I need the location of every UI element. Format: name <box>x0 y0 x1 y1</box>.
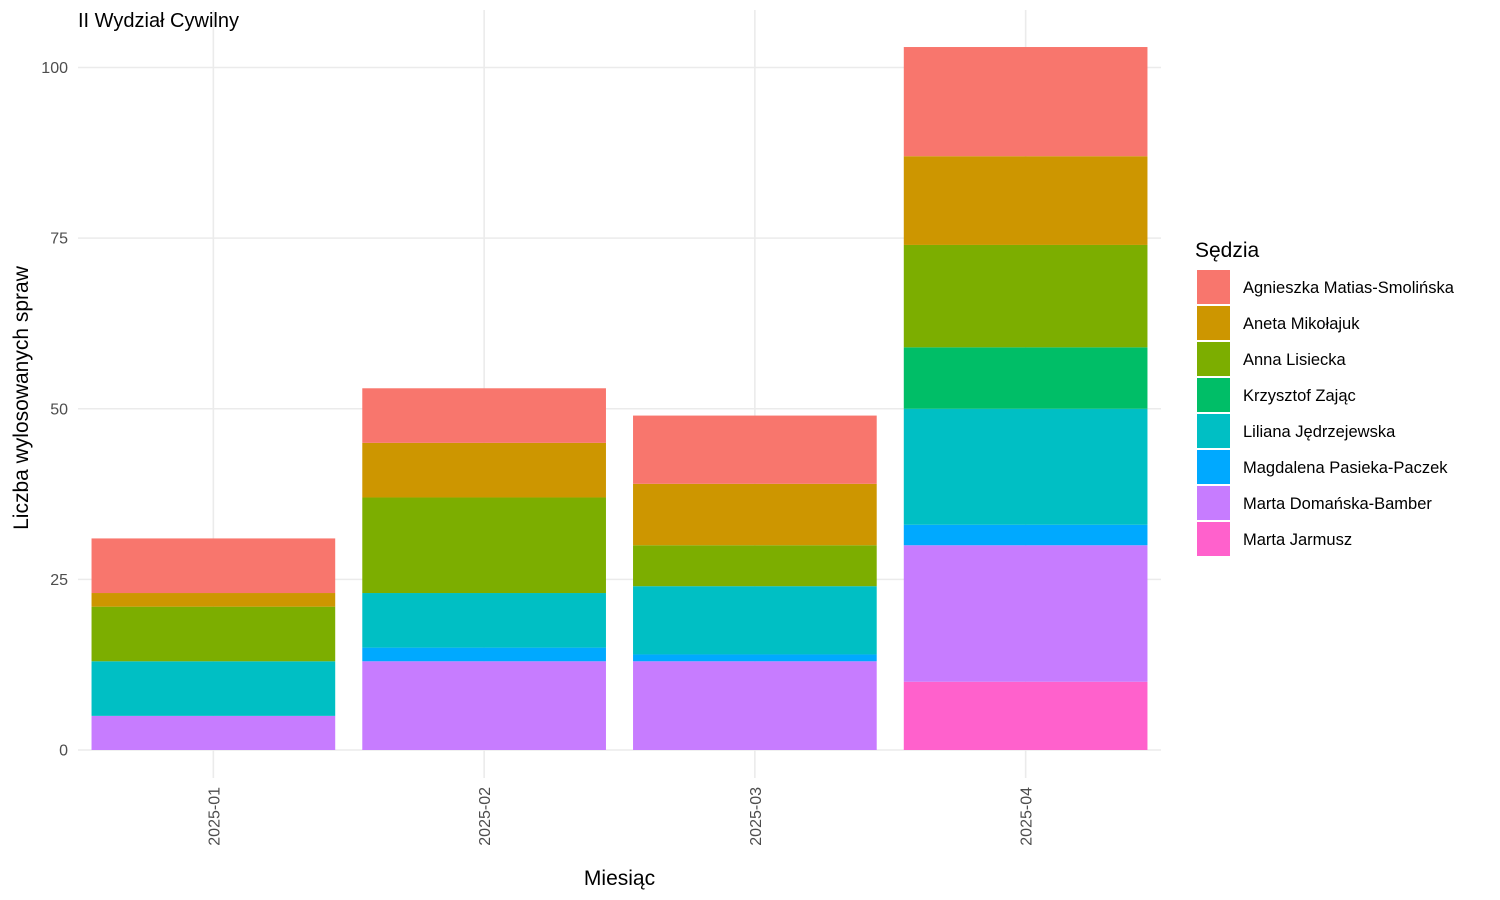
y-tick-label: 75 <box>50 231 68 248</box>
x-tick-label: 2025-01 <box>206 787 223 846</box>
y-tick-label: 25 <box>50 572 68 589</box>
legend-swatch <box>1197 450 1230 484</box>
bar-segment-2025-04-aneta-mikołajuk <box>903 156 1148 245</box>
bar-segment-2025-02-liliana-jędrzejewska <box>362 593 606 648</box>
legend-swatch <box>1197 522 1230 556</box>
legend-swatch <box>1197 486 1230 520</box>
bar-segment-2025-02-agnieszka-matias-smolińska <box>362 388 606 443</box>
legend-label: Marta Domańska-Bamber <box>1243 495 1432 513</box>
y-tick-label: 100 <box>41 60 68 77</box>
legend-title: Sędzia <box>1195 239 1260 262</box>
bar-segment-2025-01-marta-domańska-bamber <box>91 715 336 750</box>
legend-label: Marta Jarmusz <box>1243 531 1352 549</box>
bar-segment-2025-02-marta-domańska-bamber <box>362 661 606 750</box>
bars <box>91 47 1148 750</box>
y-axis-ticks: 0 25 50 75 100 <box>41 60 68 760</box>
bar-segment-2025-03-marta-domańska-bamber <box>633 661 877 750</box>
legend-swatch <box>1197 270 1230 304</box>
legend-label: Magdalena Pasieka-Paczek <box>1243 459 1448 477</box>
bar-segment-2025-03-aneta-mikołajuk <box>633 483 877 546</box>
bar-segment-2025-04-anna-lisiecka <box>903 244 1148 348</box>
bar-segment-2025-03-agnieszka-matias-smolińska <box>633 415 877 484</box>
y-tick-label: 50 <box>50 401 68 418</box>
legend: Sędzia Agnieszka Matias-Smolińska Aneta M… <box>1195 239 1455 556</box>
bar-segment-2025-03-magdalena-pasieka-paczek <box>633 654 877 662</box>
legend-label: Aneta Mikołajuk <box>1243 315 1360 333</box>
legend-label: Agnieszka Matias-Smolińska <box>1243 279 1455 297</box>
legend-label: Krzysztof Zając <box>1243 387 1356 405</box>
x-axis-title: Miesiąc <box>584 867 655 890</box>
legend-label: Liliana Jędrzejewska <box>1243 423 1396 441</box>
x-tick-label: 2025-04 <box>1019 787 1036 846</box>
bar-segment-2025-04-krzysztof-zając <box>903 347 1148 409</box>
bar-segment-2025-04-marta-jarmusz <box>903 681 1148 750</box>
legend-swatch <box>1197 342 1230 376</box>
bar-segment-2025-01-liliana-jędrzejewska <box>91 661 336 716</box>
legend-swatch <box>1197 378 1230 412</box>
bar-segment-2025-01-aneta-mikołajuk <box>91 593 336 607</box>
bar-segment-2025-02-aneta-mikołajuk <box>362 442 606 498</box>
x-axis-ticks: 2025-01 2025-02 2025-03 2025-04 <box>206 787 1035 846</box>
bar-segment-2025-02-magdalena-pasieka-paczek <box>362 647 606 662</box>
bar-segment-2025-03-anna-lisiecka <box>633 545 877 587</box>
bar-segment-2025-01-anna-lisiecka <box>91 606 336 662</box>
bar-segment-2025-04-magdalena-pasieka-paczek <box>903 524 1148 546</box>
legend-swatch <box>1197 306 1230 340</box>
bar-segment-2025-03-liliana-jędrzejewska <box>633 586 877 655</box>
y-tick-label: 0 <box>59 743 68 760</box>
x-tick-label: 2025-03 <box>748 787 765 846</box>
bar-segment-2025-04-agnieszka-matias-smolińska <box>903 47 1148 157</box>
bar-segment-2025-04-liliana-jędrzejewska <box>903 408 1148 525</box>
x-tick-label: 2025-02 <box>477 787 494 846</box>
bar-segment-2025-01-agnieszka-matias-smolińska <box>91 538 336 594</box>
bar-segment-2025-04-marta-domańska-bamber <box>903 545 1148 682</box>
bar-segment-2025-02-anna-lisiecka <box>362 497 606 594</box>
chart-title: II Wydział Cywilny <box>78 10 239 32</box>
legend-label: Anna Lisiecka <box>1243 351 1347 369</box>
y-axis-title: Liczba wylosowanych spraw <box>10 265 33 530</box>
legend-swatch <box>1197 414 1230 448</box>
